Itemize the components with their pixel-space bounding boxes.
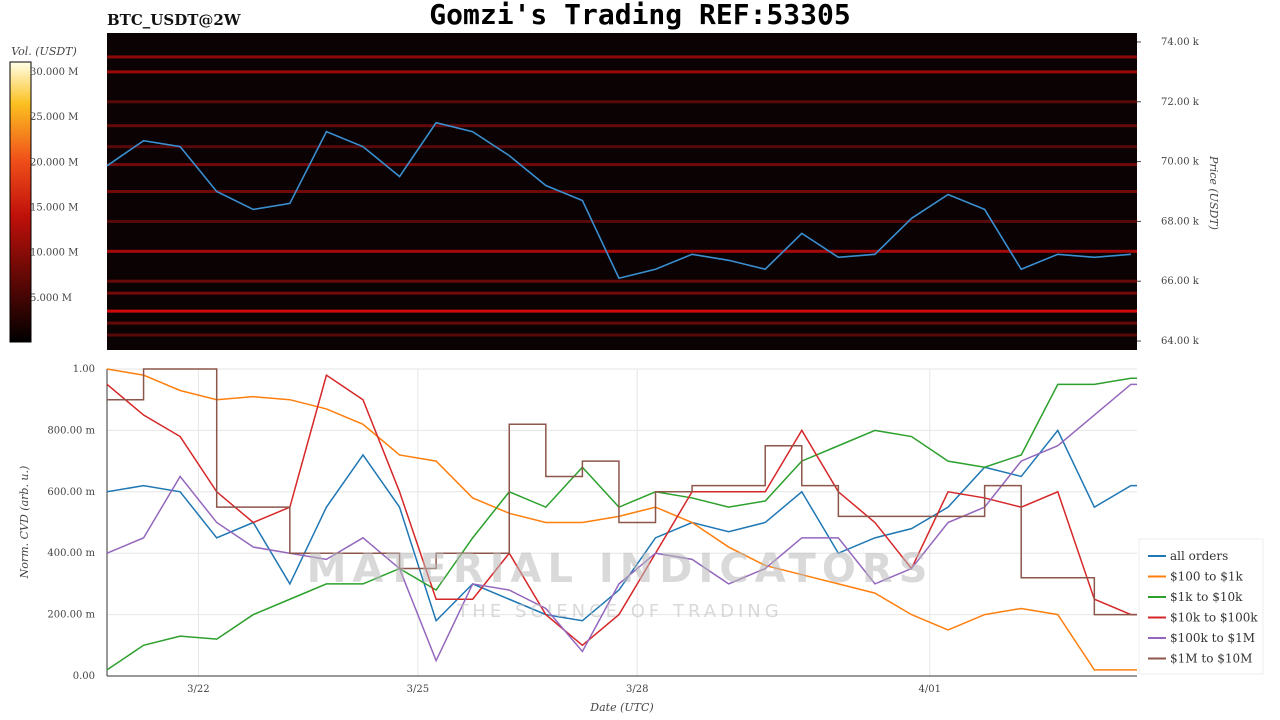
- cvd-axis-label: Norm. CVD (arb. u.): [18, 466, 31, 580]
- legend-entry: $1k to $10k: [1170, 590, 1243, 604]
- heatmap-band: [107, 124, 1137, 128]
- heatmap-band: [107, 100, 1137, 104]
- colorbar: [9, 61, 32, 343]
- price-tick-label: 74.00 k: [1161, 37, 1200, 48]
- series-line--1m-to-10m: [107, 368, 1137, 616]
- date-axis-label: Date (UTC): [589, 701, 653, 714]
- cvd-tick-label: 1.00: [73, 364, 95, 375]
- series-line-all-orders: [106, 428, 1137, 623]
- legend-entry: $100 to $1k: [1170, 570, 1243, 584]
- symbol-label: BTC_USDT@2W: [107, 11, 241, 29]
- colorbar-tick-label: 25.000 M: [30, 112, 78, 123]
- price-line: [106, 121, 1131, 280]
- heatmap-band: [107, 219, 1137, 223]
- legend-entry: all orders: [1170, 549, 1228, 563]
- colorbar-tick-label: 20.000 M: [30, 157, 78, 168]
- heatmap-panel: 64.00 k 66.00 k 68.00 k 70.00 k 72.00 k 74.00…: [9, 33, 1220, 350]
- heatmap-band: [107, 145, 1137, 149]
- legend-box: [1138, 538, 1264, 675]
- cvd-tick-label: 400.00 m: [47, 548, 95, 559]
- colorbar-tick-label: 15.000 M: [30, 203, 78, 214]
- legend-entry: $100k to $1M: [1170, 631, 1255, 645]
- heatmap-band: [107, 291, 1137, 295]
- heatmap-band: [107, 309, 1137, 313]
- price-tick-label: 64.00 k: [1161, 336, 1200, 347]
- legend: all orders $100 to $1k $1k to $10k $10k to …: [1138, 538, 1264, 675]
- price-tick-label: 66.00 k: [1161, 276, 1200, 287]
- heatmap-band: [107, 55, 1137, 59]
- cvd-panel: 0.00 200.00 m 400.00 m 600.00 m 800.00 m 1.00…: [18, 364, 1137, 714]
- chart-title: Gomzi's Trading REF:53305: [429, 0, 851, 31]
- heatmap-band: [107, 163, 1137, 167]
- cvd-tick-label: 0.00: [73, 671, 95, 682]
- colorbar-tick-label: 5.000 M: [30, 293, 72, 304]
- heatmap-band: [107, 279, 1137, 283]
- heatmap-band: [107, 70, 1137, 74]
- colorbar-tick-label: 30.000 M: [30, 67, 78, 78]
- series-line--100k-to-1m: [106, 383, 1137, 663]
- series-line--100-to-1k: [106, 368, 1137, 671]
- price-axis-label: Price (USDT): [1207, 155, 1220, 230]
- price-tick-label: 72.00 k: [1161, 97, 1200, 108]
- series-line--1k-to-10k: [106, 377, 1137, 671]
- price-tick-label: 68.00 k: [1161, 216, 1200, 227]
- watermark-logo: MATERIAL INDICATORS THE SCIENCE OF TRADI…: [307, 546, 934, 622]
- legend-entry: $10k to $100k: [1170, 611, 1258, 625]
- watermark-line1: MATERIAL INDICATORS: [307, 546, 934, 592]
- heatmap-band: [107, 190, 1137, 193]
- colorbar-label: Vol. (USDT): [11, 45, 77, 58]
- date-tick-label: 3/28: [626, 684, 648, 695]
- date-tick-label: 4/01: [919, 684, 941, 695]
- colorbar-tick-label: 10.000 M: [30, 248, 78, 259]
- cvd-tick-label: 600.00 m: [47, 487, 95, 498]
- date-tick-label: 3/22: [187, 684, 209, 695]
- cvd-tick-label: 200.00 m: [47, 610, 95, 621]
- price-tick-label: 70.00 k: [1161, 157, 1200, 168]
- legend-entry: $1M to $10M: [1170, 652, 1252, 666]
- heatmap-band: [107, 249, 1137, 253]
- date-tick-label: 3/25: [407, 684, 429, 695]
- heatmap-band: [107, 333, 1137, 337]
- heatmap-band: [107, 321, 1137, 325]
- cvd-tick-label: 800.00 m: [47, 425, 95, 436]
- watermark-line2: THE SCIENCE OF TRADING: [456, 601, 782, 622]
